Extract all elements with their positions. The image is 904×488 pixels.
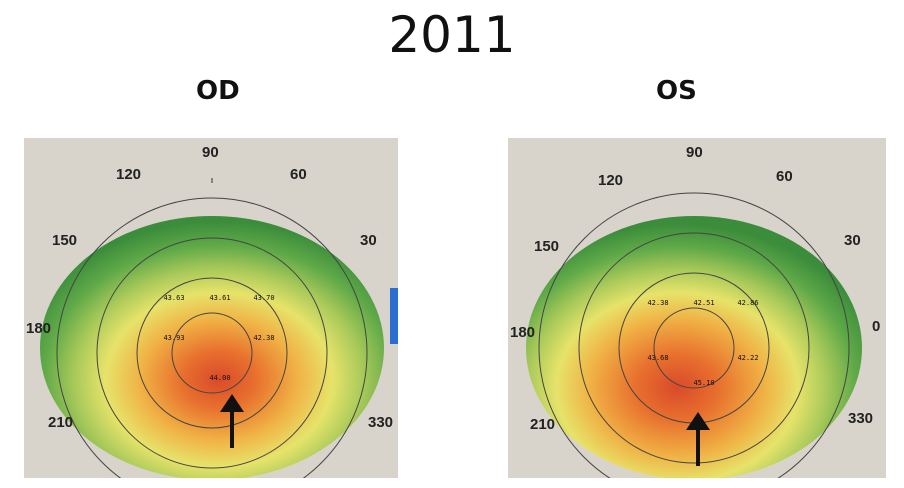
os-deg-0: 0	[872, 318, 881, 335]
od-deg-90: 90	[202, 144, 219, 161]
os-label: OS	[656, 76, 697, 106]
od-value: 44.00	[209, 374, 231, 382]
od-deg-210: 210	[48, 414, 74, 431]
od-deg-30: 30	[360, 232, 377, 249]
os-deg-180: 180	[510, 324, 536, 341]
os-value: 42.38	[647, 299, 669, 307]
od-deg-150: 150	[52, 232, 78, 249]
od-topography-map: 90 120 60 150 30 180 210 330 43.63 43.61…	[24, 138, 398, 478]
od-deg-60: 60	[290, 166, 307, 183]
os-deg-210: 210	[530, 416, 556, 433]
os-deg-330: 330	[848, 410, 874, 427]
od-deg-180: 180	[26, 320, 52, 337]
os-deg-150: 150	[534, 238, 560, 255]
od-value: 43.63	[163, 294, 185, 302]
os-map-graphic	[526, 192, 862, 478]
os-deg-120: 120	[598, 172, 624, 189]
os-value: 42.51	[693, 299, 715, 307]
os-value: 45.10	[693, 379, 715, 387]
od-value: 42.38	[253, 334, 275, 342]
od-label: OD	[196, 76, 240, 106]
os-deg-90: 90	[686, 144, 703, 161]
os-value: 42.22	[737, 354, 759, 362]
od-value: 43.61	[209, 294, 231, 302]
os-topography-map: 90 120 60 150 30 180 0 210 330 42.38 42.…	[508, 138, 886, 478]
od-value: 43.93	[163, 334, 185, 342]
od-deg-120: 120	[116, 166, 142, 183]
os-value: 42.86	[737, 299, 759, 307]
os-deg-60: 60	[776, 168, 793, 185]
os-deg-30: 30	[844, 232, 861, 249]
od-deg-330: 330	[368, 414, 394, 431]
os-value: 43.68	[647, 354, 669, 362]
figure-year-title: 2011	[388, 6, 516, 64]
od-value: 43.70	[253, 294, 275, 302]
od-map-graphic	[40, 178, 398, 478]
